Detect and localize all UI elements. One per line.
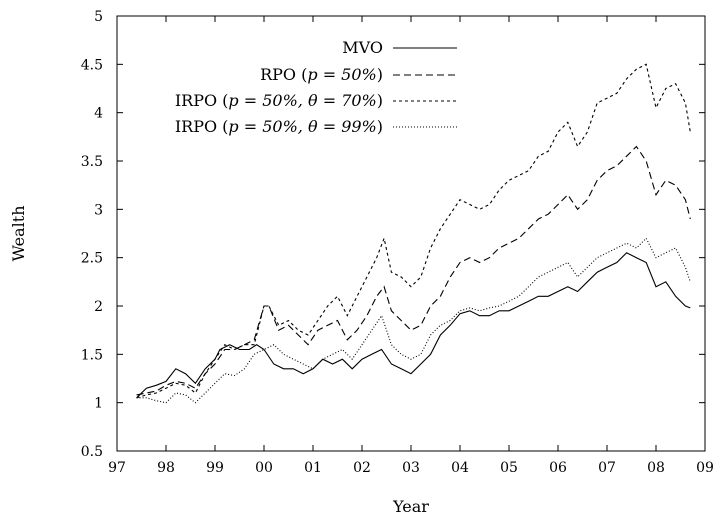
- y-axis-title: Wealth: [9, 206, 28, 262]
- series-line-1: [136, 252, 691, 399]
- legend-label-math: p = 50%, θ = 70%: [228, 91, 376, 110]
- y-tick-label: 1: [94, 396, 103, 412]
- y-tick-label: 5: [94, 9, 103, 25]
- x-axis-title: Year: [392, 497, 429, 516]
- x-tick-label: 00: [255, 460, 273, 476]
- x-tick-label: 06: [549, 460, 567, 476]
- legend-label-3: IRPO (p = 50%, θ = 70%): [175, 91, 383, 110]
- legend-label-text: IRPO (: [175, 117, 229, 136]
- legend-label-2: RPO (p = 50%): [260, 65, 383, 84]
- axes: 97 98 99 00 01 02 03 04 05 06 07 08 09 0.5 1 1.5 2 2.5 3 3.…: [81, 9, 714, 476]
- legend-label-suffix: ): [377, 117, 383, 136]
- series-layer: [136, 63, 691, 404]
- series-line-3: [136, 63, 691, 399]
- y-tick-label: 0.5: [81, 444, 103, 460]
- y-tick-label: 2: [94, 299, 103, 315]
- x-tick-label: 02: [353, 460, 371, 476]
- legend-label-suffix: ): [377, 91, 383, 110]
- x-tick-label: 03: [402, 460, 420, 476]
- y-tick-label: 2.5: [81, 251, 103, 267]
- legend-label-math: p = 50%, θ = 99%: [228, 117, 376, 136]
- x-tick-label: 07: [598, 460, 616, 476]
- y-tick-label: 3: [94, 202, 103, 218]
- y-tick-label: 3.5: [81, 154, 103, 170]
- x-tick-label: 98: [157, 460, 175, 476]
- x-tick-label: 97: [108, 460, 126, 476]
- y-tick-label: 4: [94, 106, 103, 122]
- legend-label-suffix: ): [377, 65, 383, 84]
- y-tick-label: 1.5: [81, 347, 103, 363]
- y-tick-label: 4.5: [81, 57, 103, 73]
- plot-frame: [116, 15, 706, 452]
- legend-label-text: RPO (: [260, 65, 307, 84]
- x-tick-label: 01: [304, 460, 322, 476]
- legend-label-text: IRPO (: [175, 91, 229, 110]
- x-tick-label: 04: [451, 460, 469, 476]
- legend-label-4: IRPO (p = 50%, θ = 99%): [175, 117, 383, 136]
- x-tick-label: 99: [206, 460, 224, 476]
- x-tick-label: 09: [696, 460, 714, 476]
- x-tick-label: 08: [647, 460, 665, 476]
- series-line-2: [136, 145, 691, 396]
- legend-label-text: MVO: [342, 38, 383, 57]
- legend-label-1: MVO: [342, 38, 383, 57]
- x-tick-label: 05: [500, 460, 518, 476]
- legend-label-math: p = 50%: [307, 65, 376, 84]
